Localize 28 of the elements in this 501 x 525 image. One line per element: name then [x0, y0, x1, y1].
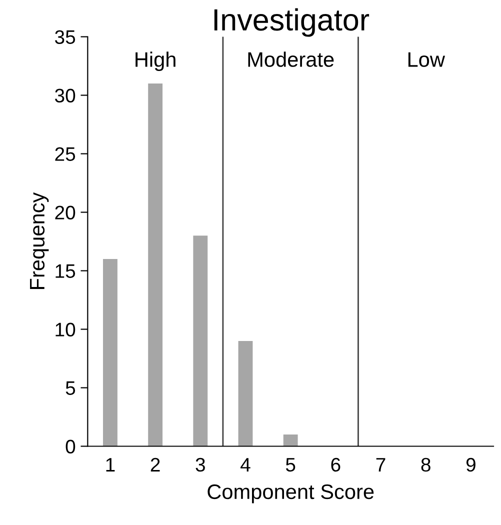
y-tick-label: 30 [54, 88, 76, 102]
bar [148, 84, 163, 446]
bar [283, 434, 298, 446]
x-tick-label: 6 [331, 458, 340, 472]
x-tick-label: 8 [421, 458, 430, 472]
x-tick-label: 5 [286, 458, 296, 472]
annotation: Low [408, 52, 446, 67]
x-tick-label: 3 [196, 458, 205, 472]
bar [103, 259, 118, 446]
x-axis-title: Component Score [208, 484, 374, 504]
x-tick-label: 7 [376, 458, 386, 472]
x-tick-label: 1 [106, 458, 115, 472]
annotation: Moderate [248, 52, 334, 67]
y-tick-label: 25 [55, 147, 76, 161]
y-tick-label: 15 [56, 264, 76, 278]
y-tick-label: 10 [56, 322, 76, 336]
y-tick-label: 20 [55, 206, 76, 220]
chart-title: Investigator [214, 8, 370, 37]
y-tick-label: 5 [66, 381, 76, 395]
bar [193, 236, 208, 446]
x-tick-label: 4 [240, 458, 250, 472]
y-axis-title: Frequency [30, 192, 49, 289]
y-tick-label: 0 [66, 440, 76, 454]
x-tick-label: 2 [150, 458, 160, 472]
x-tick-label: 9 [466, 458, 476, 472]
annotation: High [136, 52, 176, 72]
bar [238, 340, 253, 446]
y-tick-label: 35 [54, 30, 76, 44]
